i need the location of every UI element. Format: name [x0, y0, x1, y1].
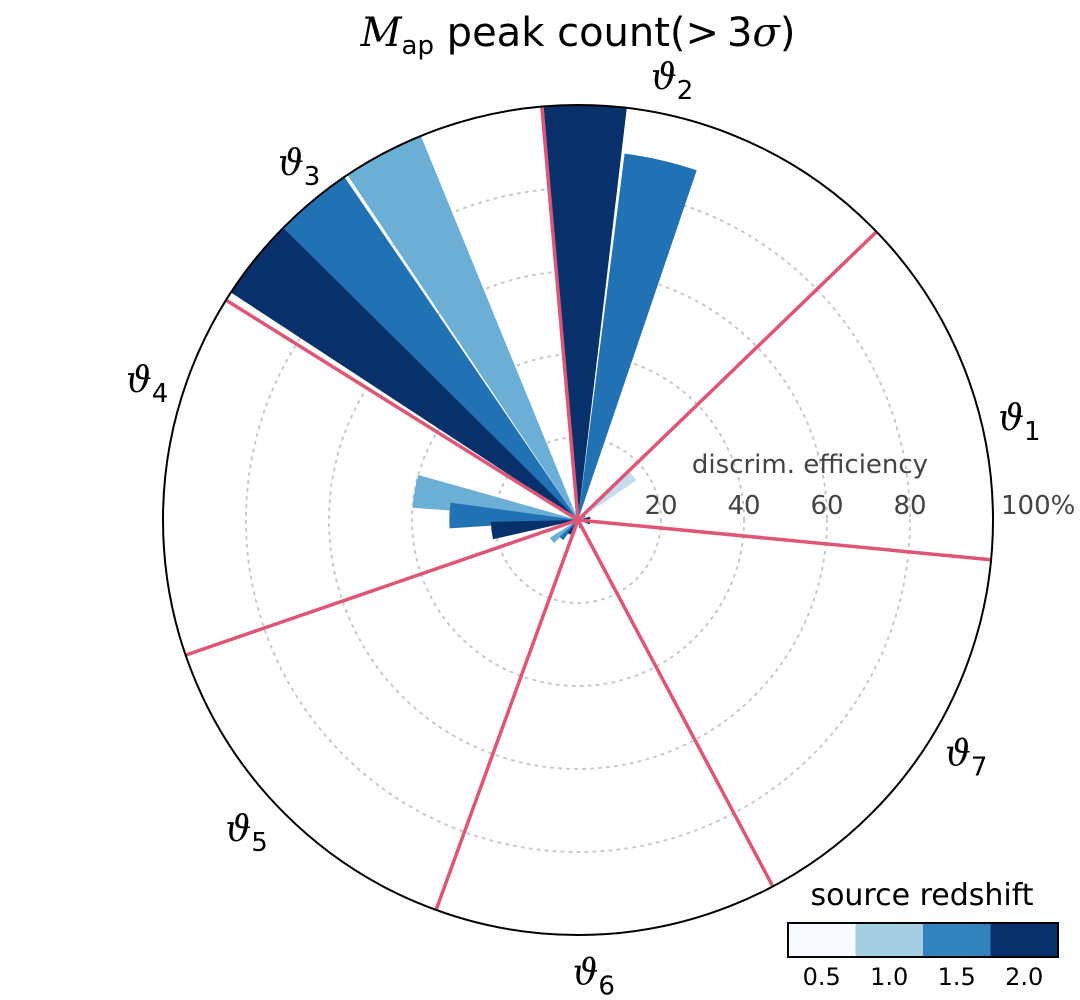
- radial-grid: [245, 187, 911, 853]
- colorbar-tick-2.0: 2.0: [1005, 963, 1043, 991]
- sector-label-1: ϑ1: [998, 398, 1040, 447]
- sector-boundary-line: [540, 106, 580, 521]
- title-symbol-sub: ap: [402, 31, 434, 61]
- bar-theta3-z2.0: [230, 227, 579, 520]
- sector-labels: ϑ1 ϑ2 ϑ3 ϑ4 ϑ5 ϑ6 ϑ7: [126, 57, 1040, 1000]
- bar-theta5-z1.0: [549, 520, 578, 543]
- sector-boundary-line: [225, 298, 579, 522]
- bar-theta4-z2.0: [490, 520, 578, 540]
- grid-circle-80: [245, 187, 911, 853]
- sector-label-7: ϑ7: [945, 733, 987, 782]
- radial-tick-40: 40: [727, 491, 760, 521]
- title-gt: >: [686, 10, 720, 56]
- bars-group: [230, 105, 697, 543]
- colorbar-tick-1.0: 1.0: [870, 963, 908, 991]
- radial-tick-80: 80: [893, 491, 926, 521]
- radial-tick-20: 20: [644, 491, 677, 521]
- sector-boundary-line: [434, 519, 580, 911]
- radial-tick-60: 60: [810, 491, 843, 521]
- bar-theta5-z1.5: [559, 520, 578, 541]
- sector-label-3: ϑ3: [278, 143, 320, 192]
- title-sigma: σ: [753, 10, 782, 56]
- colorbar-swatch-0.5: [788, 923, 856, 957]
- sector-boundary-line: [576, 230, 878, 522]
- title-three: 3: [727, 10, 752, 56]
- sector-label-5: ϑ5: [226, 809, 268, 858]
- colorbar-swatch-2.0: [990, 923, 1058, 957]
- radial-tick-100: 100%: [1001, 491, 1075, 521]
- colorbar-tick-1.5: 1.5: [938, 963, 976, 991]
- sector-label-2: ϑ2: [651, 57, 693, 106]
- polar-frame: [162, 104, 994, 936]
- colorbar-swatch-1.5: [923, 923, 991, 957]
- radial-tick-labels: 20 40 60 80 100%: [644, 491, 1075, 521]
- chart-title: Map peak count(> 3σ): [360, 10, 796, 61]
- sector-boundary-line: [576, 519, 775, 888]
- colorbar: 0.5 1.0 1.5 2.0: [787, 922, 1059, 991]
- title-text: peak count(: [434, 10, 686, 56]
- radial-axis-title: discrim. efficiency: [692, 450, 928, 480]
- grid-circle-20: [494, 436, 662, 604]
- colorbar-tick-0.5: 0.5: [803, 963, 841, 991]
- title-close: ): [780, 10, 796, 56]
- sector-boundary-line: [577, 518, 992, 562]
- bar-theta3-z1.0: [347, 135, 578, 520]
- sector-boundaries: [185, 106, 992, 911]
- bar-theta3-z1.5: [280, 176, 578, 520]
- colorbar-title: source redshift: [810, 878, 1033, 913]
- grid-circle-40: [411, 353, 745, 687]
- sector-label-6: ϑ6: [573, 953, 615, 1000]
- bar-theta2-z1.5: [578, 153, 697, 520]
- title-symbol: M: [360, 10, 403, 56]
- grid-circle-60: [328, 270, 828, 770]
- sector-label-4: ϑ4: [126, 360, 168, 409]
- colorbar-swatch-1.0: [855, 923, 923, 957]
- bar-theta2-z2.0: [543, 105, 627, 521]
- sector-boundary-line: [185, 518, 579, 657]
- colorbar-frame: [787, 922, 1059, 958]
